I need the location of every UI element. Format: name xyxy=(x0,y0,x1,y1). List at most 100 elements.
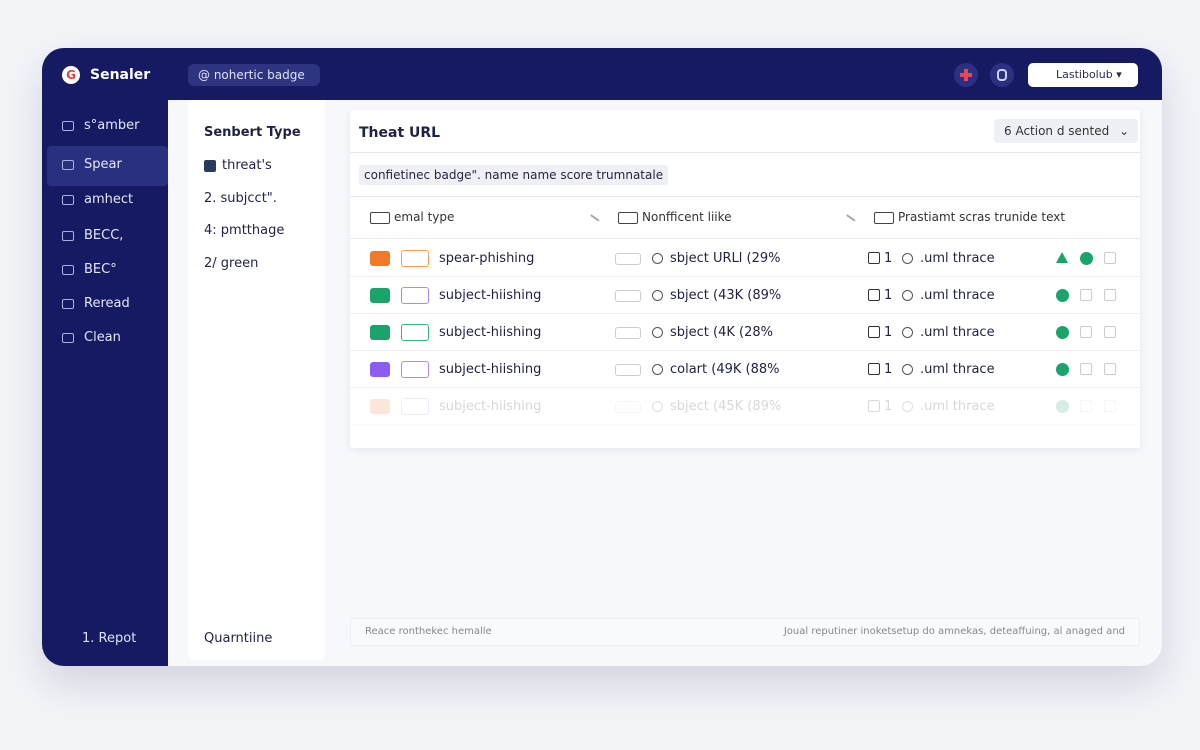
select-box[interactable] xyxy=(1080,363,1092,375)
type-item[interactable]: 2. subjcct". xyxy=(204,191,277,206)
select-box[interactable] xyxy=(1080,400,1092,412)
db-button[interactable] xyxy=(990,63,1014,87)
ok-action[interactable] xyxy=(1080,252,1093,265)
table-row[interactable]: subject-hiishing sbject (45K (89% 1 .uml th… xyxy=(350,388,1140,425)
badge[interactable]: @ nohertic badge xyxy=(188,64,320,86)
confidence-pill xyxy=(615,327,641,339)
column-header[interactable]: Nonfficent liike xyxy=(642,210,732,224)
footer-bar: Reace ronthekec hemalle Joual reputiner … xyxy=(350,618,1140,646)
nav-item[interactable]: Clean xyxy=(84,330,121,345)
select-box[interactable] xyxy=(1080,326,1092,338)
select-box[interactable] xyxy=(1104,289,1116,301)
text-icon xyxy=(868,289,880,301)
ok-action[interactable] xyxy=(1056,400,1069,413)
logo: G xyxy=(62,66,80,84)
info-icon xyxy=(902,364,913,375)
ok-action[interactable] xyxy=(1056,363,1069,376)
confidence: sbject (43K (89% xyxy=(670,288,782,303)
type-item[interactable]: 4: pmtthage xyxy=(204,223,285,238)
nav-icon xyxy=(62,160,74,170)
text-count: 1 xyxy=(884,399,893,414)
text-icon xyxy=(868,400,880,412)
threat-type: subject-hiishing xyxy=(439,362,542,377)
confidence: sbject (45K (89% xyxy=(670,399,782,414)
info-icon xyxy=(652,401,663,412)
sort-icon xyxy=(846,214,856,222)
panel-title: Senbert Type xyxy=(204,125,301,140)
threat-text: .uml thrace xyxy=(920,288,995,303)
nav-icon xyxy=(62,299,74,309)
warning-action[interactable] xyxy=(1056,252,1068,263)
column-header[interactable]: Prastiamt scras trunide text xyxy=(898,210,1066,224)
sort-icon xyxy=(590,214,600,222)
nav-icon xyxy=(62,265,74,275)
info-icon xyxy=(652,253,663,264)
alert-button[interactable] xyxy=(954,63,978,87)
nav-icon xyxy=(62,231,74,241)
action-label: 6 Action d sented xyxy=(1004,124,1110,138)
threat-text: .uml thrace xyxy=(920,251,995,266)
nav-item[interactable]: BECC, xyxy=(84,228,124,243)
nav-item[interactable]: BEC° xyxy=(84,262,117,277)
select-box[interactable] xyxy=(1104,400,1116,412)
table-row[interactable]: subject-hiishing sbject (43K (89% 1 .uml th… xyxy=(350,277,1140,314)
confidence-pill xyxy=(615,253,641,265)
type-square xyxy=(370,288,390,303)
ok-action[interactable] xyxy=(1056,326,1069,339)
table-row[interactable]: subject-hiishing colart (49K (88% 1 .uml th… xyxy=(350,351,1140,388)
text-icon xyxy=(868,252,880,264)
confidence: sbject URLl (29% xyxy=(670,251,781,266)
divider xyxy=(350,238,1140,239)
filter-chip[interactable]: confietinec badge". name name score trum… xyxy=(359,165,669,185)
type-icon xyxy=(401,324,429,341)
sidebar-footer[interactable]: 1. Repot xyxy=(82,631,137,646)
panel-footer[interactable]: Quarntiine xyxy=(204,631,273,646)
select-box[interactable] xyxy=(1104,326,1116,338)
type-icon xyxy=(401,287,429,304)
confidence: colart (49K (88% xyxy=(670,362,780,377)
nav-item[interactable]: Spear xyxy=(84,157,122,172)
threat-text: .uml thrace xyxy=(920,399,995,414)
info-icon xyxy=(652,290,663,301)
select-box[interactable] xyxy=(1104,363,1116,375)
threat-text: .uml thrace xyxy=(920,362,995,377)
info-icon xyxy=(902,290,913,301)
text-icon xyxy=(868,326,880,338)
table-row[interactable]: subject-hiishing sbject (4K (28% 1 .uml thr… xyxy=(350,314,1140,351)
type-item[interactable]: threat's xyxy=(222,158,272,173)
app-name: Senaler xyxy=(90,67,151,83)
confidence-pill xyxy=(615,401,641,413)
column-icon xyxy=(874,212,894,224)
nav-icon xyxy=(62,121,74,131)
ok-action[interactable] xyxy=(1056,289,1069,302)
nav-item[interactable]: Reread xyxy=(84,296,130,311)
table-row[interactable]: spear-phishing sbject URLl (29% 1 .uml thra… xyxy=(350,240,1140,277)
nav-item[interactable]: amhect xyxy=(84,192,134,207)
threat-type: spear-phishing xyxy=(439,251,535,266)
card-title: Theat URL xyxy=(359,125,441,141)
confidence-pill xyxy=(615,364,641,376)
sidebar: s°amber Spear amhect BECC, BEC° Reread Clean 1… xyxy=(42,100,168,666)
select-box[interactable] xyxy=(1080,289,1092,301)
action-dropdown[interactable]: 6 Action d sented ⌄ xyxy=(994,119,1138,143)
type-square xyxy=(370,251,390,266)
type-icon xyxy=(401,398,429,415)
threat-type: subject-hiishing xyxy=(439,288,542,303)
confidence: sbject (4K (28% xyxy=(670,325,773,340)
account-dropdown[interactable]: Lastibolub ▾ xyxy=(1028,63,1138,87)
threat-card: Theat URL 6 Action d sented ⌄ confietine… xyxy=(350,110,1140,448)
type-square xyxy=(370,399,390,414)
info-icon xyxy=(652,327,663,338)
footer-left: Reace ronthekec hemalle xyxy=(365,626,492,637)
type-item[interactable]: 2/ green xyxy=(204,256,259,271)
select-box[interactable] xyxy=(1104,252,1116,264)
top-bar: G Senaler @ nohertic badge Lastibolub ▾ xyxy=(42,48,1162,100)
nav-icon xyxy=(62,333,74,343)
column-header[interactable]: emal type xyxy=(394,210,455,224)
text-count: 1 xyxy=(884,288,893,303)
nav-item[interactable]: s°amber xyxy=(84,118,140,133)
info-icon xyxy=(902,327,913,338)
divider xyxy=(350,152,1140,153)
info-icon xyxy=(902,253,913,264)
text-icon xyxy=(868,363,880,375)
